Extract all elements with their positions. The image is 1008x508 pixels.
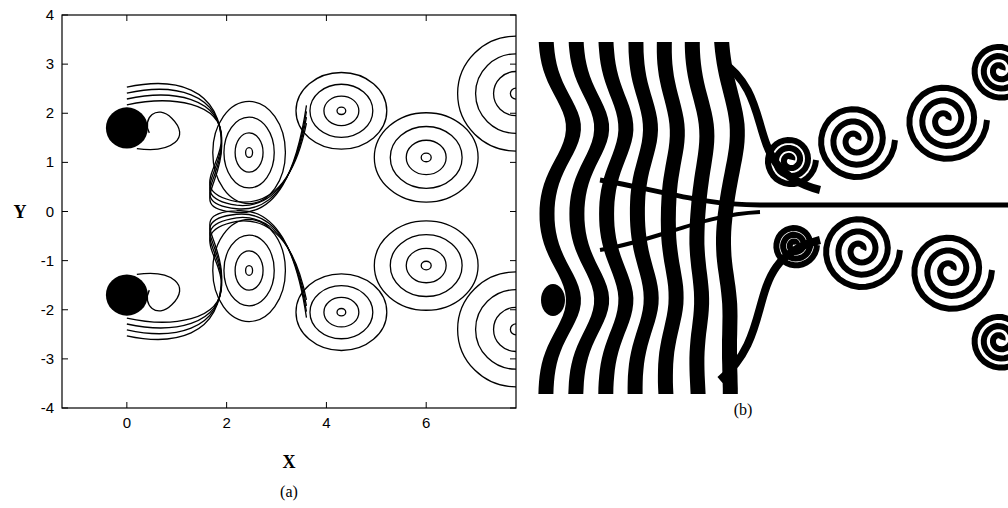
x-tick xyxy=(326,402,327,408)
x-tick xyxy=(426,402,427,408)
y-tick xyxy=(510,162,516,163)
vortex-contour xyxy=(390,127,462,189)
figure: 0 2 4 6 -4 -3 -2 -1 0 1 2 3 4 X Y (a) (b) xyxy=(0,0,1008,508)
y-tick-label: 0 xyxy=(46,203,54,220)
cylinder xyxy=(106,274,148,315)
x-tick-label: 2 xyxy=(222,414,230,431)
swirl xyxy=(975,317,1008,368)
y-axis-title: Y xyxy=(14,202,27,222)
y-tick-label: 2 xyxy=(46,104,54,121)
dye-stripe xyxy=(598,42,633,394)
y-tick xyxy=(62,309,68,310)
y-tick-label: 1 xyxy=(46,153,54,170)
vortex-contour xyxy=(421,261,431,270)
shear-layer xyxy=(127,211,307,340)
y-tick-label: 4 xyxy=(46,6,54,23)
y-tick xyxy=(62,113,68,114)
panel-label: (b) xyxy=(734,401,753,419)
vortex-contour xyxy=(406,140,446,174)
x-tick xyxy=(226,402,227,408)
x-tick-label: 0 xyxy=(123,414,131,431)
y-tick xyxy=(62,211,68,212)
contours xyxy=(106,36,516,387)
vortex-contour xyxy=(310,84,373,137)
y-tick xyxy=(510,358,516,359)
y-tick xyxy=(62,408,68,409)
panel-label: (a) xyxy=(280,483,298,501)
y-tick-label: -1 xyxy=(41,252,54,269)
y-tick xyxy=(510,64,516,65)
vortex-contour xyxy=(337,107,346,114)
swirl xyxy=(915,238,993,309)
x-tick xyxy=(226,15,227,21)
vortex-contour xyxy=(374,113,478,202)
flow-photo xyxy=(533,42,1008,395)
vortex-contour xyxy=(224,235,274,306)
vortex-contour xyxy=(324,96,359,125)
vortex-contour xyxy=(476,54,516,134)
vortex-contour xyxy=(235,133,263,172)
vortex-contour xyxy=(510,88,516,99)
swirl xyxy=(910,88,988,159)
vortex-contour xyxy=(510,324,516,335)
plot-frame xyxy=(62,15,516,408)
cylinder xyxy=(106,107,148,148)
swirl xyxy=(975,47,1008,98)
x-tick xyxy=(426,15,427,21)
y-tick xyxy=(510,113,516,114)
vortex-contour xyxy=(246,266,253,276)
vortex-contour xyxy=(213,219,286,321)
vortex-contour xyxy=(296,274,387,351)
vortex-contour xyxy=(235,251,263,290)
y-tick xyxy=(510,260,516,261)
y-tick-label: -3 xyxy=(41,350,54,367)
y-tick xyxy=(62,15,68,16)
vortex-contour xyxy=(337,309,346,316)
y-tick xyxy=(510,211,516,212)
shear-layer xyxy=(127,84,307,213)
vortex-contour xyxy=(213,101,286,203)
vortex-contour xyxy=(458,272,516,387)
vortex-contour xyxy=(324,297,359,326)
x-tick xyxy=(326,15,327,21)
y-tick xyxy=(510,309,516,310)
vortex-contour xyxy=(224,117,274,188)
x-axis-title: X xyxy=(283,452,296,472)
vortex-contour xyxy=(296,72,387,149)
y-tick xyxy=(510,408,516,409)
y-tick-label: -2 xyxy=(41,301,54,318)
swirl xyxy=(821,109,895,177)
x-tick xyxy=(126,402,127,408)
y-tick xyxy=(62,162,68,163)
y-tick-label: -4 xyxy=(41,399,54,416)
y-tick xyxy=(62,260,68,261)
wake-streak xyxy=(600,212,760,250)
vortex-contour xyxy=(246,148,253,158)
vortex-contour xyxy=(458,36,516,151)
vortex-contour xyxy=(310,286,373,339)
y-tick-label: 3 xyxy=(46,55,54,72)
vortex-contour xyxy=(390,235,462,297)
wake-streak xyxy=(720,60,820,380)
y-tick xyxy=(62,64,68,65)
body xyxy=(541,284,565,316)
dye-stripe xyxy=(628,42,659,394)
vortex-contour xyxy=(406,248,446,282)
x-tick xyxy=(126,15,127,21)
vortex-contour xyxy=(421,153,431,162)
swirl xyxy=(826,219,900,287)
vortex-contour xyxy=(494,307,516,351)
vortex-contour xyxy=(494,71,516,115)
x-tick-label: 4 xyxy=(322,414,330,431)
y-tick xyxy=(510,15,516,16)
vortex-contour xyxy=(374,221,478,310)
vortex-contour xyxy=(476,290,516,370)
x-tick-label: 6 xyxy=(422,414,430,431)
dye-stripe xyxy=(657,42,685,394)
y-tick xyxy=(62,358,68,359)
